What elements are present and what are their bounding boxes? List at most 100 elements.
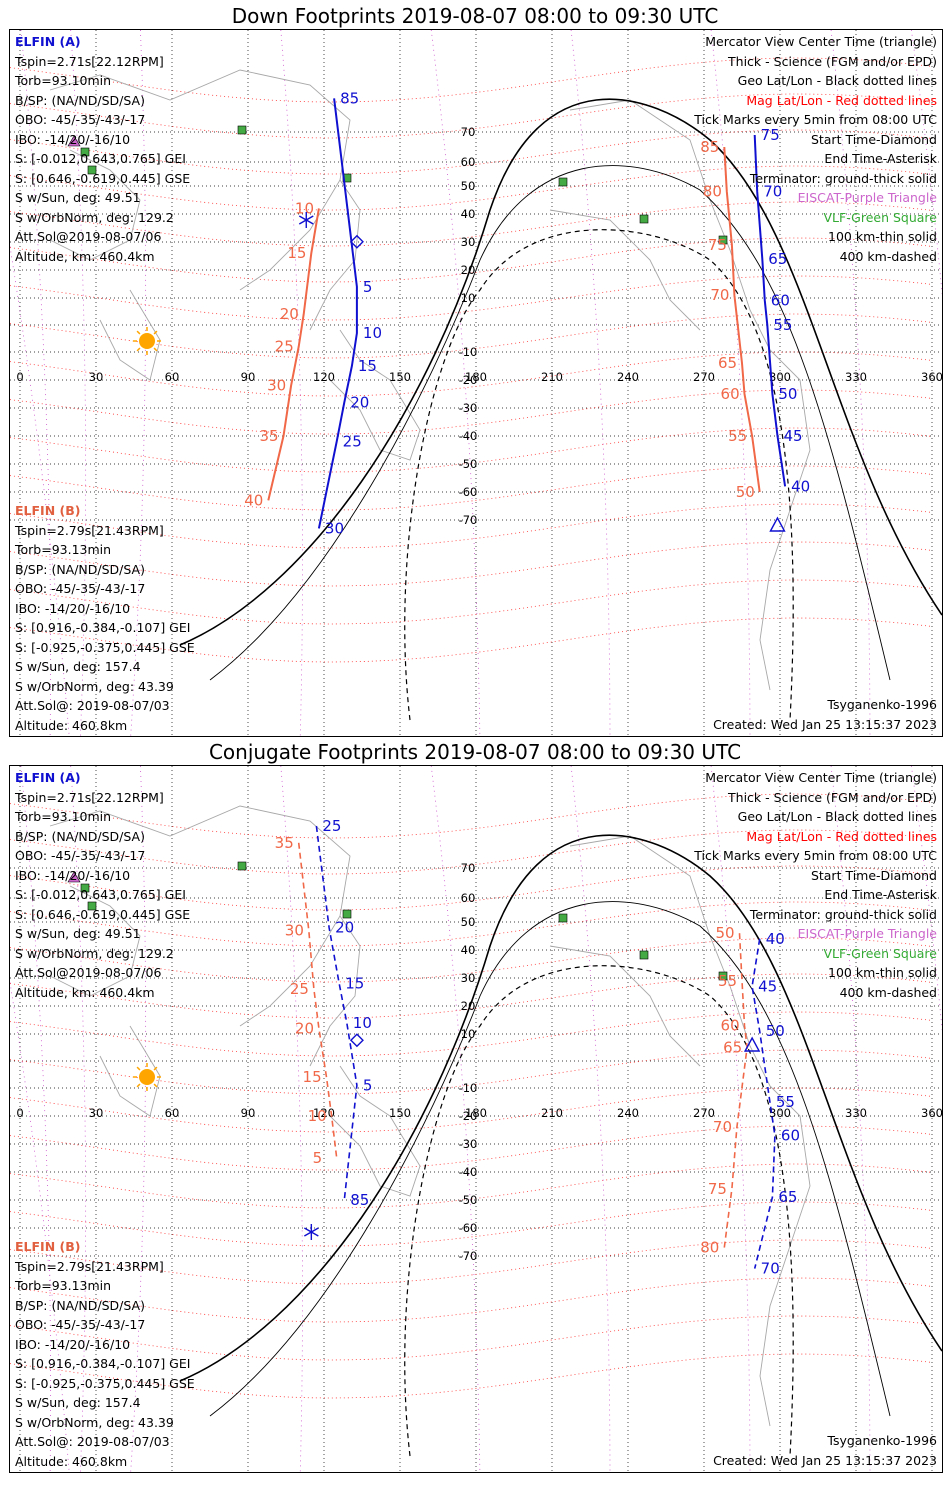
vlf-station-marker xyxy=(237,861,247,871)
lat-tick-label: 20 xyxy=(461,999,476,1013)
info-line: S w/Sun, deg: 49.51 xyxy=(15,926,141,941)
lat-tick-label: -50 xyxy=(459,1193,478,1207)
lat-tick-label: -70 xyxy=(459,1249,478,1263)
lon-tick-label: 120 xyxy=(313,1106,335,1120)
legend: Mercator View Center Time (triangle) Thi… xyxy=(694,32,937,266)
vlf-station-marker xyxy=(639,214,649,224)
elfin-b-tick-label: 20 xyxy=(295,1019,314,1037)
sun-ray xyxy=(153,1083,158,1088)
vlf-station-marker xyxy=(639,950,649,960)
info-line: S: [-0.012,0.643,0.765] GEI xyxy=(15,887,186,902)
elfin-a-tick-label: 40 xyxy=(766,930,785,948)
sun-ray xyxy=(153,347,158,352)
info-line: IBO: -14/20/-16/10 xyxy=(15,1336,131,1352)
start-time-diamond xyxy=(349,1033,364,1048)
sun-icon xyxy=(139,333,155,349)
lon-tick-label: 300 xyxy=(769,1106,791,1120)
lon-tick-label: 0 xyxy=(16,1106,23,1120)
footer-right: Tsyganenko-1996 Created: Wed Jan 25 13:1… xyxy=(713,695,937,734)
elfin-a-track xyxy=(751,938,776,1269)
info-line: B/SP: (NA/ND/SD/SA) xyxy=(15,561,145,577)
info-line: S w/OrbNorm, deg: 43.39 xyxy=(15,678,174,694)
lon-tick-label: 90 xyxy=(241,1106,256,1120)
elfin-a-tick-label: 70 xyxy=(763,183,782,201)
info-line: S: [0.916,-0.384,-0.107] GEI xyxy=(15,620,191,635)
sun-ray xyxy=(136,1083,141,1088)
elfin-a-tick-label: 50 xyxy=(766,1022,785,1040)
legend-entry: Start Time-Diamond xyxy=(810,867,937,883)
elfin-a-info: ELFIN (A) Tspin=2.71s[22.12RPM] Torb=93.… xyxy=(15,768,190,1002)
lon-tick-label: 240 xyxy=(617,370,639,384)
elfin-a-tick-label: 5 xyxy=(363,1076,373,1094)
legend-entry: End Time-Asterisk xyxy=(824,151,937,166)
info-line: S: [0.916,-0.384,-0.107] GEI xyxy=(15,1356,191,1371)
elfin-b-tick-label: 75 xyxy=(708,1180,727,1198)
legend-entry: Terminator: ground-thick solid xyxy=(749,170,937,186)
lat-tick-label: 60 xyxy=(461,155,476,169)
legend-entry: VLF-Green Square xyxy=(823,945,937,961)
vlf-station-marker xyxy=(342,909,352,919)
terminator-400km-line xyxy=(404,229,794,721)
info-line: Att.Sol@2019-08-07/06 xyxy=(15,965,162,980)
coastline xyxy=(329,1065,421,1197)
elfin-a-tick-label: 45 xyxy=(783,427,802,445)
info-line: S w/Sun, deg: 157.4 xyxy=(15,659,141,674)
info-line: Altitude: 460.8km xyxy=(15,717,128,733)
info-line: IBO: -14/20/-16/10 xyxy=(15,867,131,883)
panel-title: Conjugate Footprints 2019-08-07 08:00 to… xyxy=(208,740,742,764)
start-time-diamond xyxy=(349,234,364,249)
info-line: S: [0.646,-0.619,0.445] GSE xyxy=(15,906,191,922)
elfin-b-info: ELFIN (B) Tspin=2.79s[21.43RPM] Torb=93.… xyxy=(15,1237,195,1471)
legend-entry: Mag Lat/Lon - Red dotted lines xyxy=(746,92,937,108)
legend-entry: 400 km-dashed xyxy=(839,248,937,264)
info-line: Tspin=2.79s[21.43RPM] xyxy=(15,522,164,538)
elfin-b-info: ELFIN (B) Tspin=2.79s[21.43RPM] Torb=93.… xyxy=(15,501,195,735)
elfin-a-tick-label: 45 xyxy=(758,977,777,995)
info-line: Torb=93.13min xyxy=(15,542,112,557)
elfin-b-tick-label: 60 xyxy=(721,1017,740,1035)
lon-tick-label: 270 xyxy=(693,1106,715,1120)
elfin-a-tick-label: 60 xyxy=(781,1127,800,1145)
footer-right: Tsyganenko-1996 Created: Wed Jan 25 13:1… xyxy=(713,1431,937,1470)
elfin-b-track xyxy=(267,208,320,501)
lat-tick-label: 50 xyxy=(461,179,476,193)
legend-entry: Tick Marks every 5min from 08:00 UTC xyxy=(694,848,937,863)
elfin-b-tick-label: 75 xyxy=(708,236,727,254)
lat-tick-label: -20 xyxy=(459,373,478,387)
legend-entry: VLF-Green Square xyxy=(823,209,937,225)
lat-tick-label: 20 xyxy=(461,263,476,277)
lat-tick-label: -40 xyxy=(459,429,478,443)
legend-entry: EISCAT-Purple Triangle xyxy=(797,190,937,205)
sun-ray xyxy=(136,347,141,352)
legend-entry: Thick - Science (FGM and/or EPD) xyxy=(728,789,937,805)
elfin-b-tick-label: 15 xyxy=(287,244,306,262)
elfin-a-tick-label: 5 xyxy=(363,278,373,296)
elfin-b-tick-label: 50 xyxy=(715,924,734,942)
elfin-a-tick-label: 25 xyxy=(322,817,341,835)
elfin-a-tick-label: 20 xyxy=(335,919,354,937)
elfin-b-tick-label: 70 xyxy=(710,286,729,304)
info-line: S: [-0.925,-0.375,0.445] GSE xyxy=(15,639,195,655)
coastline xyxy=(49,69,351,291)
lat-tick-label: -70 xyxy=(459,513,478,527)
coastline xyxy=(569,835,811,1427)
elfin-a-tick-label: 40 xyxy=(791,477,810,495)
elfin-a-tick-label: 85 xyxy=(340,89,359,107)
coastline xyxy=(99,1025,161,1117)
info-line: Tspin=2.71s[22.12RPM] xyxy=(15,789,164,805)
sun-ray xyxy=(136,1066,141,1071)
elfin-a-track xyxy=(317,98,358,529)
lat-tick-label: 50 xyxy=(461,915,476,929)
elfin-b-tick-label: 65 xyxy=(718,354,737,372)
elfin-b-tick-label: 25 xyxy=(290,980,309,998)
vlf-station-marker xyxy=(558,913,568,923)
lon-tick-label: 300 xyxy=(769,370,791,384)
info-line: Torb=93.10min xyxy=(15,73,112,88)
info-line: S w/Sun, deg: 49.51 xyxy=(15,190,141,205)
lat-tick-label: 60 xyxy=(461,891,476,905)
map-canvas: 0 30 60 90 120 150 180 210 240 270 300 330 360 70 60 50… xyxy=(10,30,942,736)
info-line: OBO: -45/-35/-43/-17 xyxy=(15,1317,146,1332)
footprint-map-panel: 0 30 60 90 120 150 180 210 240 270 300 330 360 70 60 50… xyxy=(9,29,943,737)
vlf-station-marker xyxy=(80,147,90,157)
elfin-b-track xyxy=(297,842,338,1159)
